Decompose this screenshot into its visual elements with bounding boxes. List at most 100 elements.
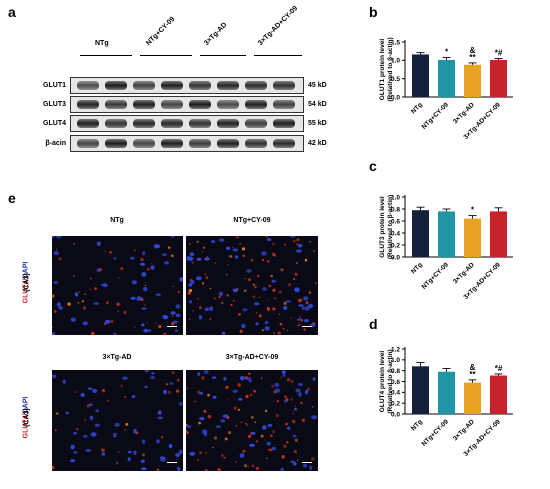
blot-strip-glut1 [70,77,304,94]
micro-nucleus [144,385,148,389]
micro-signal-dot [218,295,221,299]
blot-band [245,100,267,109]
micro-nucleus [56,236,62,239]
micro-signal-dot [270,274,273,278]
micro-nucleus [175,304,181,309]
micro-signal-dot [197,459,200,461]
micro-signal-dot [213,436,218,440]
micro-nucleus [239,453,245,458]
micro-signal-dot [198,306,202,310]
micro-signal-dot [189,243,191,245]
scale-bar [302,325,312,327]
micro-signal-dot [241,247,246,251]
micro-signal-dot [77,301,80,304]
micro-signal-dot [284,395,288,399]
micro-signal-dot [144,284,147,286]
micro-nucleus [196,257,202,261]
micro-nucleus [246,269,252,273]
micro-signal-dot [293,450,297,454]
blot-row-label: GLUT4 [43,120,66,127]
bar [464,382,481,414]
micro-nucleus [203,432,208,437]
micro-signal-dot [74,391,77,393]
micro-signal-dot [292,412,294,414]
micro-nucleus [150,265,155,270]
micro-nucleus [282,373,286,377]
micro-signal-dot [293,240,296,243]
micro-signal-dot [314,282,317,285]
micro-nucleus [274,382,280,387]
micro-signal-dot [261,258,265,261]
micro-signal-dot [276,400,280,403]
blot-row-label: β-acin [45,140,66,147]
micro-signal-dot [305,301,309,305]
micro-nucleus [283,399,288,403]
micro-signal-dot [255,440,259,443]
micro-signal-dot [134,326,136,328]
micro-signal-dot [264,409,268,413]
y-tick-label: 1.2 [391,346,400,353]
micro-signal-dot [274,297,276,300]
micro-nucleus [122,376,128,380]
micro-nucleus [53,251,59,256]
y-axis-label: (Relatived to β-actin) [387,349,394,413]
micro-nucleus [292,434,297,438]
micro-nucleus [222,414,229,418]
micro-signal-dot [272,430,276,434]
blot-kd-label: 45 kD [308,82,327,89]
micro-nucleus [290,460,295,464]
micro-nucleus [170,236,175,238]
blot-band [77,100,99,109]
micro-signal-dot [146,267,150,271]
micro-signal-dot [233,406,237,410]
y-tick-label: 0.0 [391,411,400,418]
micro-signal-dot [177,290,181,294]
micro-signal-dot [56,248,58,251]
micro-nucleus [179,449,183,455]
micro-nucleus [56,302,61,307]
micro-signal-dot [54,429,57,432]
micro-nucleus [186,424,192,428]
blot-band [77,81,99,90]
micro-signal-dot [291,419,296,424]
micro-signal-dot [124,395,126,398]
micro-nucleus [266,441,271,446]
micro-signal-dot [297,323,301,327]
micro-nucleus [85,449,92,452]
y-tick-label: 0.2 [391,400,400,407]
y-tick-label: 0.4 [391,390,400,397]
micro-nucleus [136,296,142,301]
micro-nucleus [262,287,267,291]
micro-signal-dot [91,331,95,335]
significance-mark: * [471,206,475,215]
chart-b: 0.0 0.5 1.0 1.5 GLUT1 protein level (Relative… [379,37,513,141]
blot-band [133,119,155,128]
micro-signal-dot [271,384,275,388]
micro-signal-dot [297,459,299,461]
micro-nucleus [239,375,245,381]
blot-band [77,139,99,148]
micro-nucleus [103,283,108,288]
micro-signal-dot [273,332,275,334]
micro-signal-dot [52,466,55,470]
y-tick-label: 0.6 [391,218,400,225]
micro-signal-dot [167,391,171,394]
scale-bar [302,461,312,463]
micro-nucleus [175,313,181,318]
y-tick-label: 0.0 [391,254,400,261]
y-tick-label: 0.2 [391,242,400,249]
micro-nucleus [304,306,310,311]
micro-signal-dot [146,322,149,324]
significance-mark: *# [495,364,503,373]
x-tick-label: 3×Tg-AD [452,261,476,285]
y-axis-label: (Relatived to β-actin) [387,195,394,259]
micro-nucleus [170,311,176,315]
y-tick-label: 1.0 [391,194,400,201]
micro-signal-dot [267,300,269,302]
micro-signal-dot [125,423,129,426]
x-tick-label: 3×Tg-AD [452,418,476,442]
blot-band [161,119,183,128]
micro-nucleus [89,415,94,421]
micro-nucleus [112,432,117,438]
micro-nucleus [199,391,204,395]
